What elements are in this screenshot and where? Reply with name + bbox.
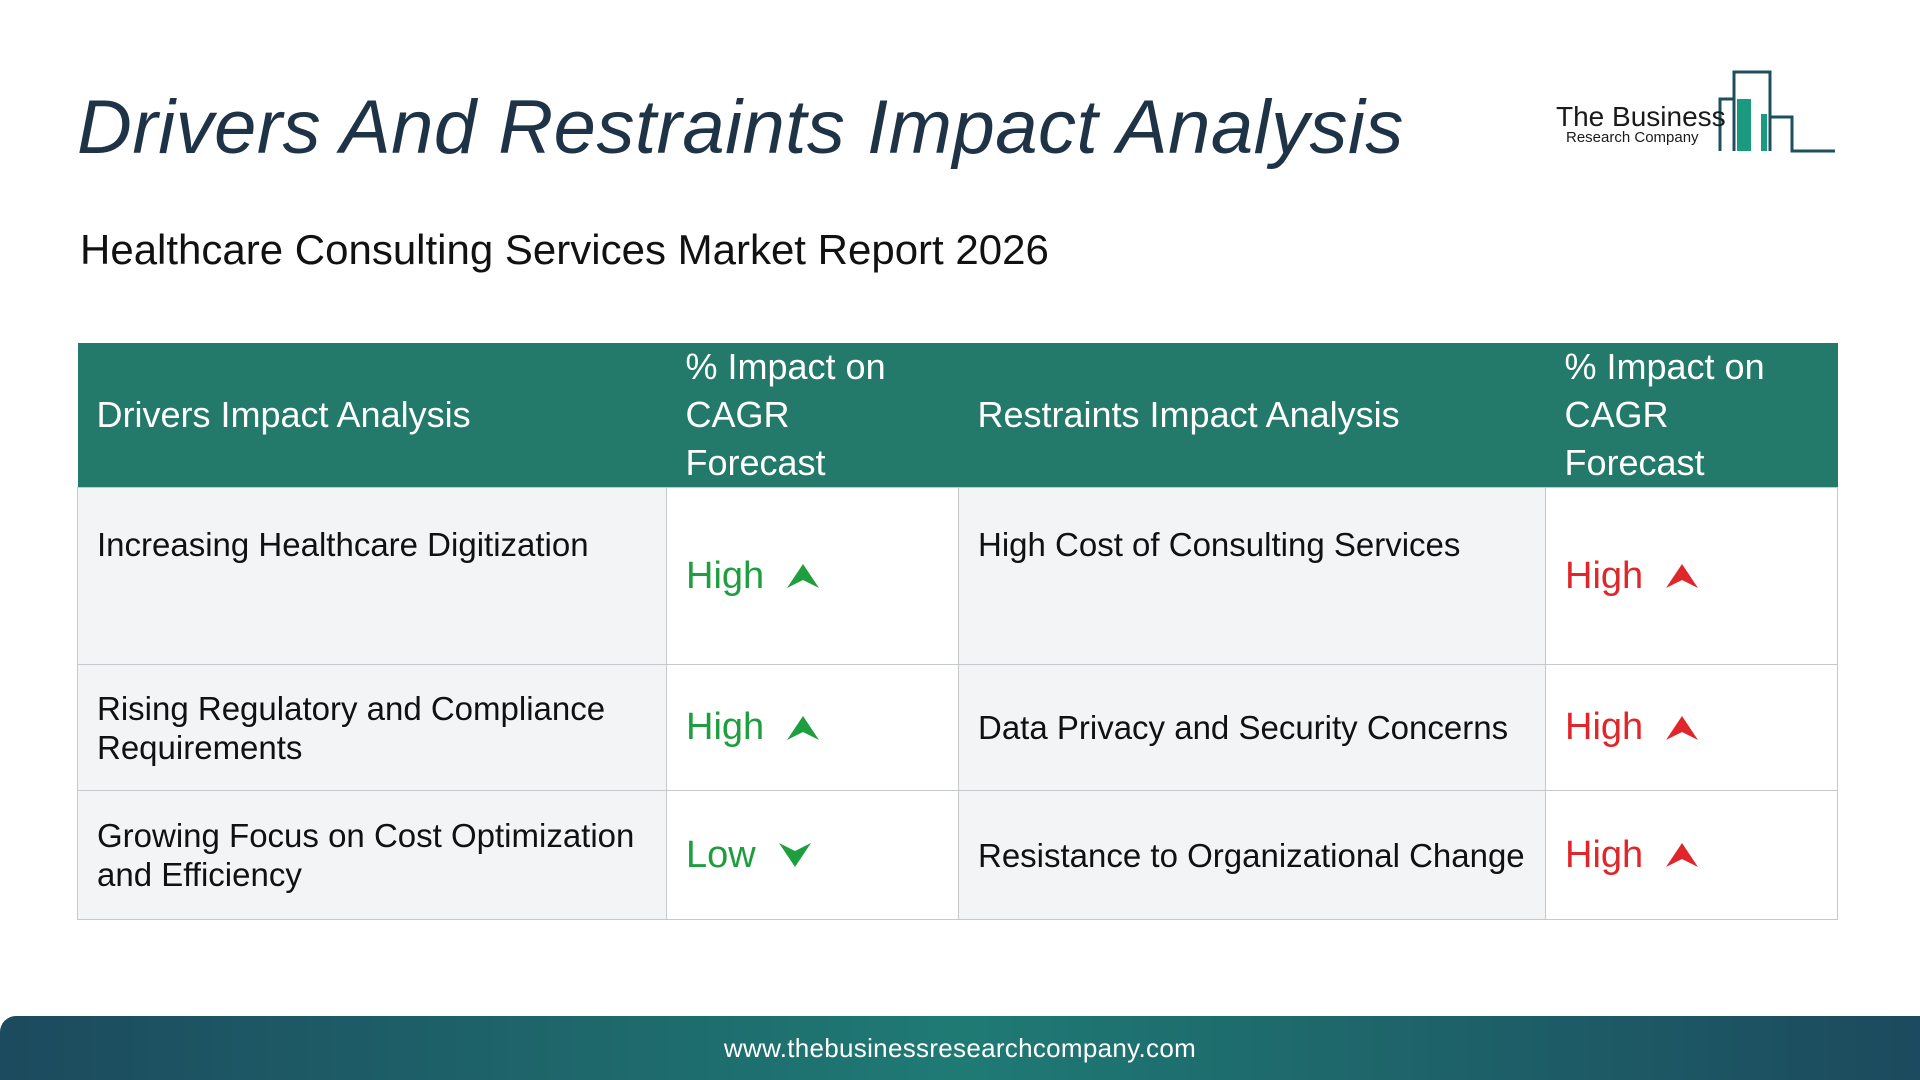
table-row: Rising Regulatory and Compliance Require… [77,664,1838,791]
restraint-cell: Resistance to Organizational Change [958,790,1546,920]
footer-url-link[interactable]: www.thebusinessresearchcompany.com [723,1032,1197,1063]
restraint-cell: High Cost of Consulting Services [958,487,1546,665]
driver-cell: Growing Focus on Cost Optimization and E… [77,790,667,920]
table-row: Increasing Healthcare Digitization High … [77,487,1838,665]
arrow-up-icon [1666,715,1699,740]
driver-impact-cell: High [666,487,959,665]
report-subtitle: Healthcare Consulting Services Market Re… [80,226,1049,273]
restraint-impact-cell: High [1545,664,1838,791]
driver-impact-value: High [686,708,820,747]
driver-impact-cell: High [666,664,959,791]
arrow-up-icon [787,564,820,588]
table-header-row: Drivers Impact Analysis % Impact on CAGR… [77,343,1838,488]
header-restraints: Restraints Impact Analysis [958,343,1546,488]
arrow-up-icon [1666,843,1699,867]
arrow-up-icon [787,715,820,740]
driver-impact-value: High [686,554,820,597]
restraint-impact-value: High [1565,833,1699,876]
header-restraints-impact: % Impact on CAGR Forecast [1545,343,1838,488]
restraint-impact-cell: High [1545,487,1838,665]
restraint-impact-value: High [1565,554,1699,597]
impact-text: Low [686,833,756,876]
arrow-up-icon [1666,564,1699,588]
logo-text-primary: The Business [1556,101,1726,132]
table-row: Growing Focus on Cost Optimization and E… [77,790,1838,920]
impact-text: High [1565,833,1644,876]
driver-impact-cell: Low [666,790,959,920]
logo-text-secondary: Research Company [1566,129,1699,146]
arrow-down-icon [778,843,811,867]
impact-table: Drivers Impact Analysis % Impact on CAGR… [77,343,1838,920]
impact-text: High [686,706,765,748]
footer-bar: www.thebusinessresearchcompany.com [0,1016,1920,1080]
restraint-impact-value: High [1565,708,1699,747]
restraint-cell: Data Privacy and Security Concerns [958,664,1546,791]
driver-cell: Rising Regulatory and Compliance Require… [77,664,667,791]
header-drivers-impact: % Impact on CAGR Forecast [666,343,959,488]
driver-cell: Increasing Healthcare Digitization [77,487,667,665]
company-logo: The Business Research Company [1550,66,1840,162]
impact-text: High [1565,706,1644,748]
header-drivers: Drivers Impact Analysis [77,343,667,488]
impact-text: High [1565,554,1644,597]
restraint-impact-cell: High [1545,790,1838,920]
driver-impact-value: Low [686,833,812,876]
logo-buildings-icon [1718,70,1835,153]
page-title: Drivers And Restraints Impact Analysis [77,85,1404,170]
impact-text: High [686,554,765,597]
